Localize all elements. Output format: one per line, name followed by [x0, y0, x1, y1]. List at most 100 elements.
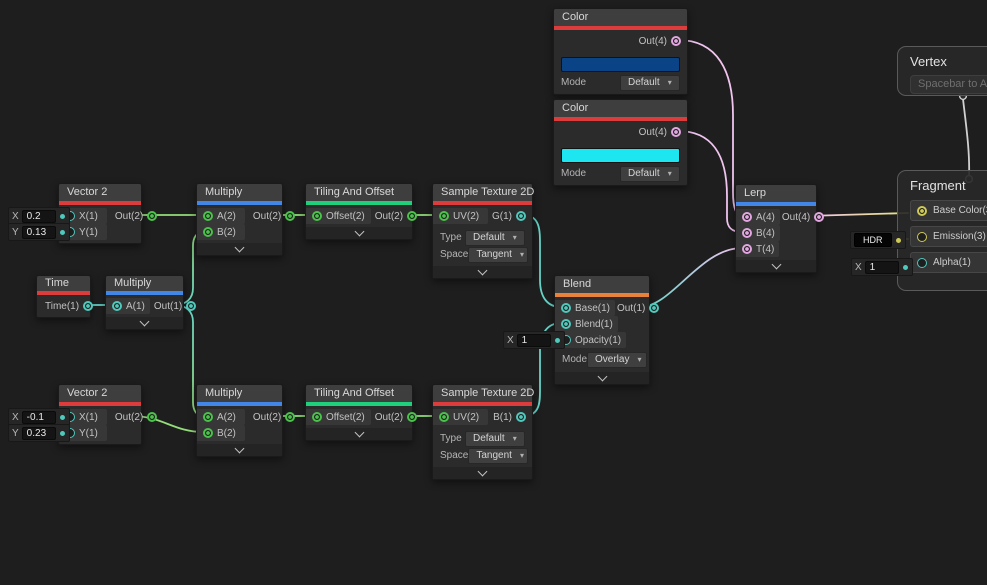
collapse-toggle[interactable] — [106, 316, 183, 329]
node-vector2-bottom[interactable]: Vector 2 X(1) Out(2) Y(1) — [58, 384, 158, 445]
space-dropdown[interactable]: Tangent ▾ — [468, 246, 529, 263]
port-t[interactable] — [742, 244, 752, 254]
port-base[interactable] — [561, 303, 571, 313]
port-out[interactable] — [147, 211, 158, 221]
wire-blend-to-lerp-t[interactable] — [639, 247, 743, 308]
port-offset[interactable] — [312, 412, 322, 422]
port-out[interactable] — [671, 127, 681, 137]
port-uv[interactable] — [439, 211, 449, 221]
hdr-badge[interactable]: HDR — [854, 233, 892, 247]
port-a[interactable] — [203, 412, 213, 422]
port-b[interactable] — [203, 227, 213, 237]
field-value[interactable]: 0.23 — [21, 426, 56, 440]
node-multiply-time[interactable]: Multiply A(1) Out(1) — [105, 275, 197, 330]
node-lerp[interactable]: Lerp A(4) Out(4) B(4) T(4) — [735, 184, 825, 273]
node-multiply-bottom[interactable]: Multiply A(2) Out(2) B(2) — [196, 384, 296, 457]
port-b[interactable] — [203, 428, 213, 438]
wire-samplebottom-b-to-blend-blend[interactable] — [522, 322, 562, 417]
node-multiply-top[interactable]: Multiply A(2) Out(2) B(2) — [196, 183, 296, 256]
node-title[interactable]: Tiling And Offset — [306, 184, 412, 201]
node-color-2[interactable]: Color Out(4) Mode Default ▾ — [553, 99, 688, 186]
port-out[interactable] — [83, 301, 94, 311]
collapse-toggle[interactable] — [197, 443, 282, 456]
add-block-placeholder[interactable]: Spacebar to Add — [910, 75, 987, 94]
port-out[interactable] — [186, 301, 197, 311]
port-base-color[interactable] — [917, 205, 927, 216]
collapse-toggle[interactable] — [197, 242, 282, 255]
collapse-toggle[interactable] — [555, 371, 649, 384]
node-sample-texture-bottom[interactable]: Sample Texture 2D UV(2) B(1) Type Defaul… — [432, 384, 534, 480]
collapse-toggle[interactable] — [306, 226, 412, 239]
port-out[interactable] — [407, 412, 418, 422]
block-alpha[interactable]: Alpha(1) — [910, 252, 987, 273]
space-dropdown[interactable]: Tangent ▾ — [468, 447, 529, 464]
node-color-1[interactable]: Color Out(4) Mode Default ▾ — [553, 8, 688, 95]
node-title[interactable]: Tiling And Offset — [306, 385, 412, 402]
node-sample-texture-top[interactable]: Sample Texture 2D UV(2) G(1) Type Defaul… — [432, 183, 534, 279]
node-title[interactable]: Vector 2 — [59, 385, 141, 402]
port-out[interactable] — [649, 303, 660, 313]
port-emission[interactable] — [917, 231, 927, 242]
mode-dropdown[interactable]: Default ▾ — [620, 74, 680, 91]
port-b[interactable] — [742, 228, 752, 238]
field-blend-opacity[interactable]: X 1 — [503, 331, 565, 349]
block-emission[interactable]: Emission(3) — [910, 226, 987, 247]
wire-color2-to-lerp-b[interactable] — [677, 130, 743, 233]
node-tiling-top[interactable]: Tiling And Offset Offset(2) Out(2) — [305, 183, 418, 240]
context-vertex[interactable]: Vertex Spacebar to Add — [897, 46, 987, 96]
node-title[interactable]: Lerp — [736, 185, 816, 202]
collapse-toggle[interactable] — [736, 259, 816, 272]
collapse-toggle[interactable] — [433, 466, 532, 479]
port-blend[interactable] — [561, 319, 571, 329]
port-out[interactable] — [407, 211, 418, 221]
node-vector2-top[interactable]: Vector 2 X(1) Out(2) Y(1) — [58, 183, 158, 244]
port-out[interactable] — [285, 211, 296, 221]
wire-vertex-to-fragment[interactable] — [962, 98, 971, 177]
color-swatch[interactable] — [561, 148, 680, 163]
field-emission-hdr[interactable]: HDR — [850, 231, 906, 249]
collapse-toggle[interactable] — [306, 427, 412, 440]
type-dropdown[interactable]: Default ▾ — [465, 430, 525, 447]
field-value[interactable]: 0.13 — [21, 225, 56, 239]
port-out[interactable] — [516, 412, 526, 422]
node-tiling-bottom[interactable]: Tiling And Offset Offset(2) Out(2) — [305, 384, 418, 441]
node-title[interactable]: Color — [554, 100, 687, 117]
node-title[interactable]: Multiply — [106, 276, 183, 291]
port-offset[interactable] — [312, 211, 322, 221]
field-fragment-alpha[interactable]: X 1 — [851, 258, 913, 276]
color-swatch[interactable] — [561, 57, 680, 72]
port-a[interactable] — [742, 212, 752, 222]
type-dropdown[interactable]: Default ▾ — [465, 229, 525, 246]
port-out[interactable] — [285, 412, 296, 422]
mode-dropdown[interactable]: Overlay ▾ — [587, 351, 648, 368]
field-vector2top-y[interactable]: Y 0.13 — [8, 223, 70, 241]
node-blend[interactable]: Blend Base(1) Out(1) Blend(1) Opacity(1)… — [554, 275, 660, 385]
collapse-toggle[interactable] — [433, 265, 532, 278]
node-title[interactable]: Vector 2 — [59, 184, 141, 201]
node-title[interactable]: Color — [554, 9, 687, 26]
node-title[interactable]: Multiply — [197, 385, 282, 402]
mode-dropdown[interactable]: Default ▾ — [620, 165, 680, 182]
field-value[interactable]: 0.2 — [21, 209, 56, 223]
port-a[interactable] — [203, 211, 213, 221]
node-title[interactable]: Sample Texture 2D — [433, 184, 534, 201]
port-uv[interactable] — [439, 412, 449, 422]
block-base-color[interactable]: Base Color(3) — [910, 200, 987, 221]
field-value[interactable]: -0.1 — [21, 410, 56, 424]
node-title[interactable]: Multiply — [197, 184, 282, 201]
port-out[interactable] — [671, 36, 681, 46]
port-a[interactable] — [112, 301, 122, 311]
node-title[interactable]: Blend — [555, 276, 649, 293]
node-title[interactable]: Sample Texture 2D — [433, 385, 534, 402]
field-value[interactable]: 1 — [516, 333, 551, 347]
field-value[interactable]: 1 — [864, 260, 899, 274]
port-out[interactable] — [814, 212, 825, 222]
node-time[interactable]: Time Time(1) — [36, 275, 94, 318]
wire-sampletop-g-to-blend-base[interactable] — [522, 214, 562, 308]
field-vector2bottom-y[interactable]: Y 0.23 — [8, 424, 70, 442]
port-out[interactable] — [147, 412, 158, 422]
port-alpha[interactable] — [917, 257, 927, 268]
port-out[interactable] — [516, 211, 526, 221]
node-title[interactable]: Time — [37, 276, 90, 291]
